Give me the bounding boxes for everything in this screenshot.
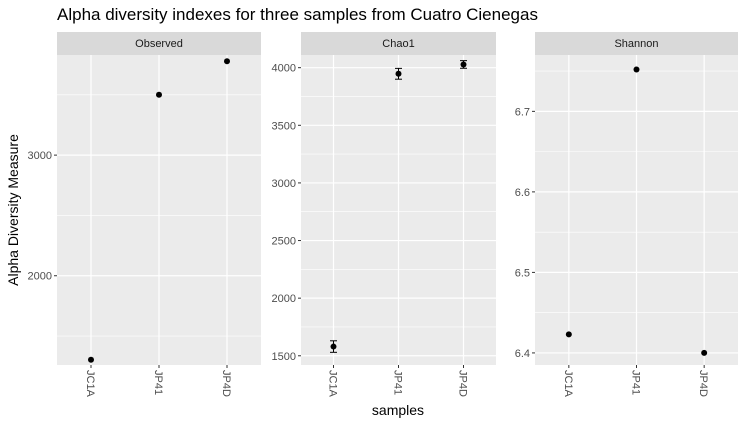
y-tick-label: 4000 — [272, 63, 296, 75]
data-point — [224, 58, 230, 65]
x-tick-label: JP4D — [457, 370, 469, 397]
data-point — [156, 91, 162, 98]
data-point — [88, 356, 94, 363]
y-tick-label: 2000 — [28, 271, 52, 283]
data-point — [565, 331, 572, 338]
x-tick-label: JP41 — [630, 370, 642, 395]
facet-strip-label: Observed — [135, 38, 183, 50]
chart-title: Alpha diversity indexes for three sample… — [57, 5, 538, 24]
x-tick-label: JC1A — [562, 370, 574, 398]
data-point — [460, 61, 467, 68]
y-tick-label: 2500 — [272, 236, 296, 248]
y-tick-label: 6.4 — [515, 348, 530, 360]
x-tick-label: JP4D — [697, 370, 709, 397]
y-axis-title: Alpha Diversity Measure — [5, 134, 21, 286]
y-tick-label: 6.5 — [515, 267, 530, 279]
facet-strip — [535, 32, 738, 55]
facet-shannon: Shannon 6.4 6.5 6.6 6.7 JC1A JP41 JP4D — [515, 32, 738, 398]
y-tick-label: 3000 — [28, 150, 52, 162]
facet-strip-label: Shannon — [614, 38, 658, 50]
x-tick-label: JP4D — [220, 370, 232, 397]
y-tick-label: 1500 — [272, 351, 296, 363]
y-tick-label: 6.6 — [515, 187, 530, 199]
y-tick-label: 6.7 — [515, 106, 530, 118]
x-tick-label: JC1A — [327, 370, 339, 398]
data-point — [395, 70, 402, 77]
x-tick-label: JP41 — [152, 370, 164, 395]
data-point — [701, 349, 708, 356]
x-axis-title: samples — [372, 402, 424, 418]
facet-strip-label: Chao1 — [382, 38, 414, 50]
facet-strip — [301, 32, 496, 55]
facet-panels: Observed 2000 3000 JC1A JP41 JP4D Chao1 1500 200… — [28, 32, 738, 398]
x-tick-label: JP41 — [392, 370, 404, 395]
data-point — [330, 343, 337, 350]
y-tick-label: 3500 — [272, 120, 296, 132]
data-point — [633, 66, 640, 73]
facet-observed: Observed 2000 3000 JC1A JP41 JP4D — [28, 32, 261, 398]
y-tick-label: 3000 — [272, 178, 296, 190]
y-tick-label: 2000 — [272, 293, 296, 305]
facet-chao1: Chao1 1500 2000 2500 3000 3500 4000 JC1A JP41 JP4… — [272, 32, 496, 398]
x-tick-label: JC1A — [84, 370, 96, 398]
facet-strip — [57, 32, 261, 55]
